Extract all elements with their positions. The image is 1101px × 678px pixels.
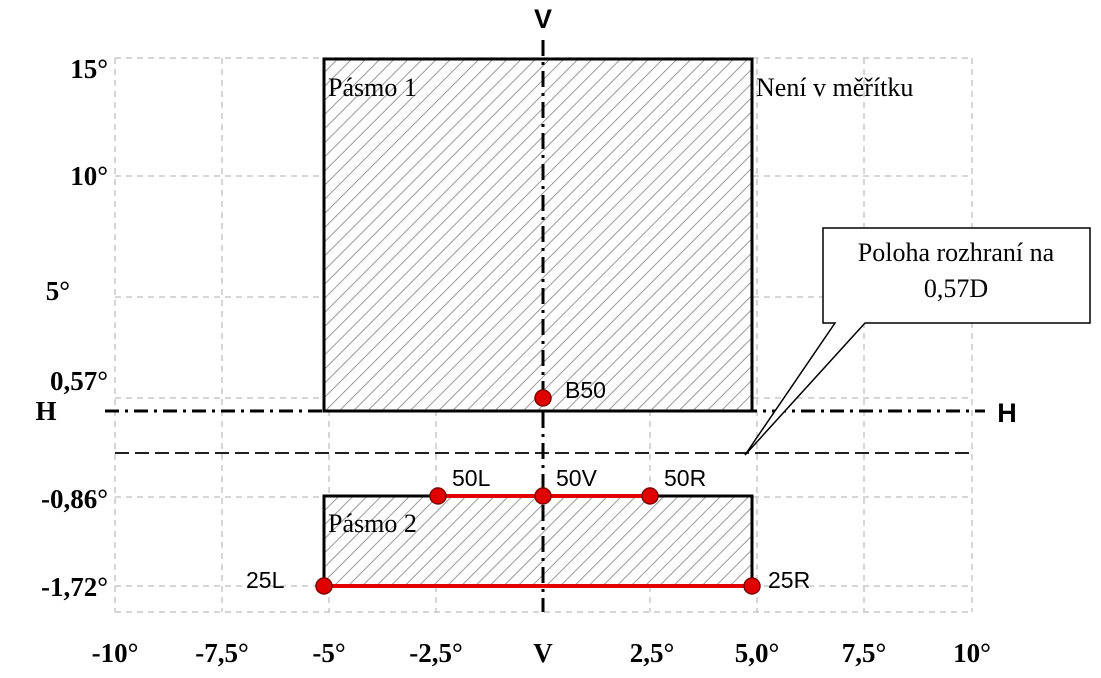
callout-text: Poloha rozhraní na [858, 238, 1055, 267]
point-50r [641, 487, 659, 505]
callout-box [744, 227, 1091, 456]
point-25l [315, 577, 333, 595]
point-label: 50V [556, 465, 598, 491]
x-label: 7,5° [842, 638, 887, 668]
x-label: -10° [92, 638, 139, 668]
y-label: 0,57° [50, 366, 108, 396]
y-label: -1,72° [41, 572, 108, 602]
zone1-box [322, 57, 754, 413]
point-50l [429, 487, 447, 505]
point-label: 50L [452, 465, 491, 491]
zone-label: Pásmo 2 [328, 509, 417, 538]
note: Není v měřítku [756, 73, 913, 102]
y-label: 15° [70, 54, 108, 84]
point-label: 25R [768, 567, 810, 593]
point-25r [743, 577, 761, 595]
x-label: -5° [312, 638, 345, 668]
x-label: 2,5° [630, 638, 675, 668]
y-label: 10° [70, 161, 108, 191]
x-label: 5,0° [735, 638, 780, 668]
zone2-box [322, 494, 754, 588]
x-label: V [533, 638, 553, 668]
points [315, 389, 761, 595]
point-b50 [534, 389, 552, 407]
zone-label: Pásmo 1 [328, 73, 417, 102]
callout-text: 0,57D [924, 274, 988, 303]
point-label: 50R [664, 465, 706, 491]
point-50v [534, 487, 552, 505]
x-label: 10° [953, 638, 991, 668]
h-label: H [997, 398, 1017, 428]
h-label: H [35, 396, 56, 426]
point-label: B50 [565, 377, 606, 403]
x-label: -2,5° [409, 638, 463, 668]
y-label: 5° [46, 276, 70, 306]
y-label: -0,86° [41, 484, 108, 514]
x-label: -7,5° [195, 638, 249, 668]
x-labels: -10° -7,5° -5° -2,5° V 2,5° 5,0° 7,5° 10… [92, 638, 991, 668]
v-label: V [534, 4, 552, 34]
point-label: 25L [246, 567, 285, 593]
